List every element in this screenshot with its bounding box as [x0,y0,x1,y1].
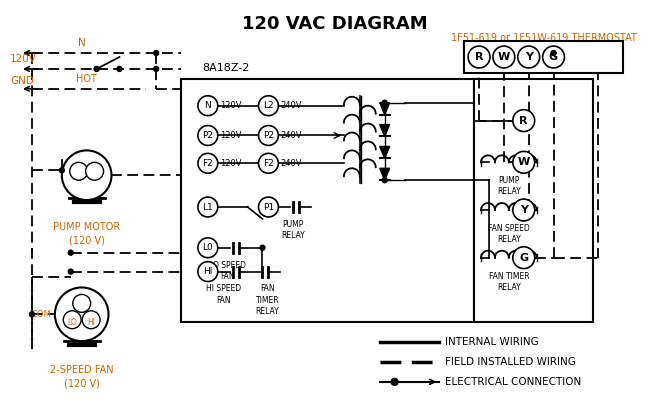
Circle shape [68,269,73,274]
Text: N: N [78,38,86,48]
Text: GND: GND [10,76,34,86]
Text: G: G [549,52,558,62]
Text: ELECTRICAL CONNECTION: ELECTRICAL CONNECTION [446,377,582,387]
Text: HI: HI [88,318,96,327]
Text: R: R [519,116,528,126]
Text: LO SPEED
FAN: LO SPEED FAN [209,261,246,281]
Circle shape [513,247,535,269]
Circle shape [73,295,90,312]
Circle shape [29,312,35,317]
Text: PUMP MOTOR
(120 V): PUMP MOTOR (120 V) [53,222,121,245]
Text: 1F51-619 or 1F51W-619 THERMOSTAT: 1F51-619 or 1F51W-619 THERMOSTAT [451,33,636,43]
Circle shape [70,162,88,180]
Text: 120V: 120V [220,101,241,110]
Circle shape [260,245,265,250]
Circle shape [391,378,398,385]
Circle shape [198,238,218,258]
Text: 120 VAC DIAGRAM: 120 VAC DIAGRAM [242,16,428,33]
Text: LO: LO [67,318,76,327]
Circle shape [513,110,535,132]
Text: P1: P1 [263,202,274,212]
Circle shape [153,51,159,56]
Circle shape [68,250,73,255]
Circle shape [259,126,278,145]
Circle shape [468,46,490,68]
Circle shape [259,153,278,173]
Text: 120V: 120V [10,54,37,64]
Text: FAN TIMER
RELAY: FAN TIMER RELAY [488,272,529,292]
Bar [181,79,474,322]
Text: HI SPEED
FAN: HI SPEED FAN [206,285,241,305]
Text: HOT: HOT [76,74,97,84]
Text: P2: P2 [202,131,213,140]
Circle shape [55,287,109,341]
Circle shape [62,150,111,200]
Circle shape [198,96,218,116]
Text: INTERNAL WIRING: INTERNAL WIRING [446,337,539,347]
Text: 2-SPEED FAN
(120 V): 2-SPEED FAN (120 V) [50,365,113,388]
Circle shape [513,199,535,221]
Circle shape [60,168,64,173]
Circle shape [153,67,159,71]
Polygon shape [380,168,390,180]
Circle shape [82,311,100,328]
Polygon shape [380,124,390,137]
Text: 240V: 240V [280,101,302,110]
Text: P2: P2 [263,131,274,140]
Text: HI: HI [203,267,212,276]
Bar [464,41,623,73]
Text: F2: F2 [263,159,274,168]
Circle shape [86,162,104,180]
Text: PUMP
RELAY: PUMP RELAY [281,220,305,240]
Circle shape [198,126,218,145]
Text: PUMP
RELAY: PUMP RELAY [497,176,521,197]
Circle shape [551,51,556,56]
Circle shape [382,178,387,183]
Text: Y: Y [525,52,533,62]
Circle shape [63,311,81,328]
Text: FAN SPEED
RELAY: FAN SPEED RELAY [488,224,530,244]
Text: G: G [519,253,529,263]
Text: 240V: 240V [280,159,302,168]
Text: 240V: 240V [280,131,302,140]
Circle shape [259,96,278,116]
Circle shape [198,153,218,173]
Circle shape [382,100,387,105]
Circle shape [543,46,564,68]
Text: 120V: 120V [220,159,241,168]
Text: 120V: 120V [220,131,241,140]
Text: R: R [475,52,483,62]
Circle shape [259,197,278,217]
Circle shape [117,67,122,71]
Circle shape [518,46,539,68]
Text: FAN
TIMER
RELAY: FAN TIMER RELAY [255,285,279,316]
Text: L2: L2 [263,101,274,110]
Text: L1: L1 [202,202,213,212]
Polygon shape [380,146,390,158]
Text: W: W [498,52,510,62]
Circle shape [198,261,218,282]
Circle shape [198,197,218,217]
Polygon shape [380,103,390,115]
Text: L0: L0 [202,243,213,252]
Bar [474,79,593,322]
Circle shape [493,46,515,68]
Text: Y: Y [520,205,528,215]
Circle shape [513,151,535,173]
Text: COM: COM [31,310,51,319]
Text: F2: F2 [202,159,213,168]
Text: 8A18Z-2: 8A18Z-2 [202,63,249,73]
Circle shape [94,67,99,71]
Text: FIELD INSTALLED WIRING: FIELD INSTALLED WIRING [446,357,576,367]
Text: W: W [518,157,530,167]
Text: N: N [204,101,211,110]
